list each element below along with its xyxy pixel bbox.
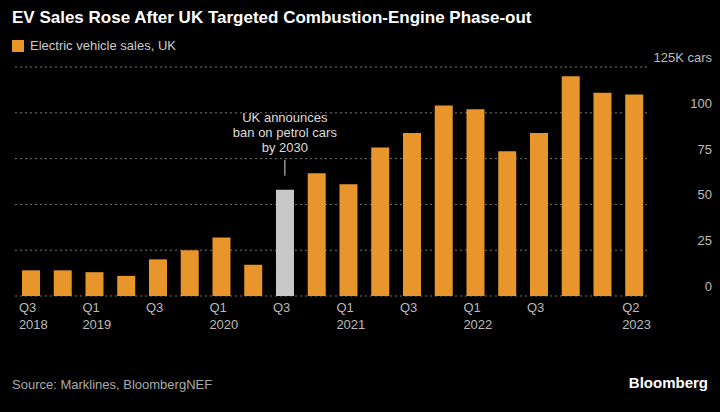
svg-text:125K cars: 125K cars	[653, 50, 712, 65]
svg-text:Q12021: Q12021	[336, 300, 365, 332]
html-text:Bloomberg: Bloomberg	[628, 374, 708, 391]
svg-text:100: 100	[690, 96, 712, 111]
svg-text:Q3: Q3	[146, 300, 163, 315]
svg-text:Q12019: Q12019	[82, 300, 111, 332]
svg-text:Q3: Q3	[273, 300, 290, 315]
svg-text:Q32018: Q32018	[19, 300, 48, 332]
svg-text:Q22023: Q22023	[622, 300, 651, 332]
svg-text:Q12022: Q12022	[463, 300, 492, 332]
svg-text:25: 25	[698, 233, 712, 248]
svg-text:Q3: Q3	[400, 300, 417, 315]
svg-text:Q3: Q3	[527, 300, 544, 315]
html-text:Electric vehicle sales, UK: Electric vehicle sales, UK	[30, 38, 176, 53]
svg-text:0: 0	[705, 279, 712, 294]
svg-text:50: 50	[698, 187, 712, 202]
svg-text:UK announcesban on petrol cars: UK announcesban on petrol carsby 2030	[233, 110, 338, 155]
html-text:Source: Marklines, BloombergNE: Source: Marklines, BloombergNEF	[12, 377, 213, 392]
html-text:EV Sales Rose After UK Targete: EV Sales Rose After UK Targeted Combusti…	[12, 8, 532, 27]
svg-text:Q12020: Q12020	[209, 300, 238, 332]
svg-text:75: 75	[698, 142, 712, 157]
